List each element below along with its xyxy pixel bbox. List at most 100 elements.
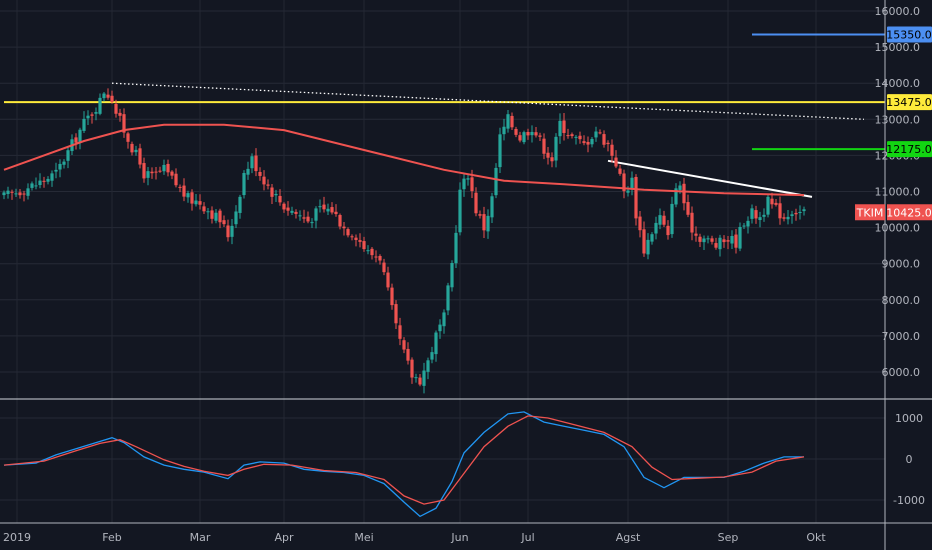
candle[interactable] (666, 220, 670, 240)
candle[interactable] (438, 319, 442, 339)
candle[interactable] (794, 208, 798, 221)
candle[interactable] (726, 235, 730, 250)
candle[interactable] (798, 205, 802, 220)
candle[interactable] (430, 346, 434, 364)
candle[interactable] (62, 159, 66, 169)
candle[interactable] (534, 126, 538, 138)
candle[interactable] (630, 171, 634, 196)
candle[interactable] (66, 147, 70, 169)
candle[interactable] (582, 135, 586, 146)
candle[interactable] (622, 169, 626, 199)
candle[interactable] (366, 245, 370, 255)
candle[interactable] (294, 209, 298, 219)
candle[interactable] (710, 235, 714, 245)
candle[interactable] (14, 188, 18, 197)
candle[interactable] (38, 173, 42, 189)
candle[interactable] (90, 112, 94, 124)
candle[interactable] (778, 196, 782, 225)
candle[interactable] (634, 174, 638, 226)
candle[interactable] (746, 216, 750, 234)
candle[interactable] (586, 136, 590, 153)
candle[interactable] (574, 134, 578, 145)
time-axis[interactable]: 2019 Feb Mar Apr Mei Jun Jul Agst Sep Okt (3, 531, 826, 544)
candle[interactable] (514, 126, 518, 138)
candle[interactable] (326, 203, 330, 215)
candle[interactable] (426, 357, 430, 380)
candle[interactable] (598, 129, 602, 135)
candle[interactable] (394, 300, 398, 329)
candle[interactable] (538, 132, 542, 142)
candle[interactable] (338, 213, 342, 230)
candle[interactable] (442, 309, 446, 334)
candle[interactable] (374, 250, 378, 263)
candle[interactable] (390, 283, 394, 310)
candle[interactable] (262, 170, 266, 191)
candle[interactable] (498, 127, 502, 174)
candle[interactable] (410, 357, 414, 384)
price-axis[interactable]: 16000.015000.014000.013000.012000.011000… (875, 5, 921, 379)
candle[interactable] (286, 201, 290, 216)
candle[interactable] (662, 210, 666, 228)
candle[interactable] (698, 233, 702, 248)
candle[interactable] (506, 110, 510, 133)
candle[interactable] (510, 112, 514, 131)
candle[interactable] (54, 162, 58, 179)
candle[interactable] (454, 225, 458, 269)
candle[interactable] (478, 210, 482, 219)
candle[interactable] (146, 167, 150, 186)
candle[interactable] (302, 209, 306, 223)
candle[interactable] (110, 90, 114, 104)
candle[interactable] (618, 164, 622, 176)
candle[interactable] (306, 211, 310, 224)
candle[interactable] (590, 137, 594, 148)
candle[interactable] (502, 118, 506, 141)
candle[interactable] (106, 88, 110, 100)
candle[interactable] (530, 125, 534, 143)
horizontal-levels[interactable] (4, 33, 885, 151)
candle[interactable] (686, 194, 690, 218)
candle[interactable] (310, 218, 314, 228)
candle[interactable] (402, 337, 406, 354)
candle[interactable] (606, 140, 610, 152)
candle[interactable] (690, 206, 694, 241)
candle[interactable] (562, 113, 566, 141)
candle[interactable] (102, 92, 106, 102)
candle[interactable] (230, 219, 234, 245)
candle[interactable] (122, 108, 126, 138)
candle[interactable] (354, 234, 358, 247)
candle[interactable] (330, 202, 334, 215)
candle[interactable] (358, 233, 362, 248)
candle[interactable] (342, 222, 346, 236)
candle[interactable] (446, 282, 450, 316)
candle[interactable] (542, 133, 546, 160)
candle[interactable] (802, 206, 806, 216)
candle[interactable] (754, 205, 758, 224)
candle[interactable] (242, 170, 246, 199)
candle[interactable] (166, 159, 170, 177)
candle[interactable] (282, 202, 286, 213)
candle[interactable] (486, 209, 490, 239)
candle[interactable] (290, 206, 294, 215)
candle[interactable] (178, 184, 182, 193)
candle[interactable] (150, 167, 154, 179)
candle[interactable] (322, 196, 326, 213)
candle[interactable] (246, 161, 250, 180)
candle[interactable] (318, 199, 322, 213)
candle[interactable] (482, 206, 486, 238)
candle[interactable] (266, 179, 270, 190)
candle[interactable] (610, 139, 614, 163)
candle[interactable] (170, 170, 174, 180)
candle[interactable] (2, 190, 6, 200)
candle[interactable] (186, 190, 190, 203)
candle[interactable] (74, 133, 78, 150)
candle[interactable] (50, 170, 54, 187)
candle[interactable] (30, 181, 34, 191)
candle[interactable] (270, 183, 274, 204)
dotted-trendline[interactable] (111, 82, 865, 120)
candle[interactable] (138, 143, 142, 169)
candle[interactable] (422, 362, 426, 394)
candle[interactable] (786, 210, 790, 225)
candlesticks[interactable] (2, 88, 806, 394)
candle[interactable] (382, 258, 386, 276)
